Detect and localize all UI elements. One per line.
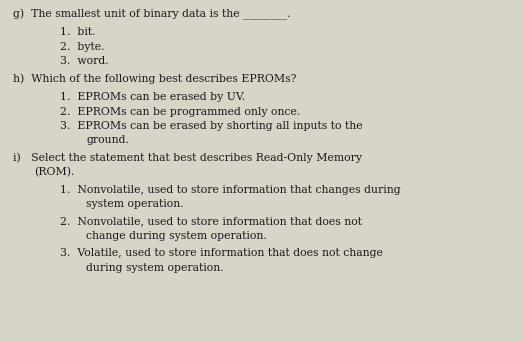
Text: (ROM).: (ROM). — [34, 167, 74, 177]
Text: 1.  Nonvolatile, used to store information that changes during: 1. Nonvolatile, used to store informatio… — [60, 185, 401, 195]
Text: change during system operation.: change during system operation. — [86, 231, 267, 241]
Text: 3.  Volatile, used to store information that does not change: 3. Volatile, used to store information t… — [60, 248, 383, 258]
Text: 2.  EPROMs can be programmed only once.: 2. EPROMs can be programmed only once. — [60, 107, 300, 117]
Text: i)   Select the statement that best describes Read-Only Memory: i) Select the statement that best descri… — [13, 153, 362, 163]
Text: 1.  EPROMs can be erased by UV.: 1. EPROMs can be erased by UV. — [60, 92, 246, 102]
Text: 3.  EPROMs can be erased by shorting all inputs to the: 3. EPROMs can be erased by shorting all … — [60, 121, 363, 131]
Text: g)  The smallest unit of binary data is the ________.: g) The smallest unit of binary data is t… — [13, 9, 291, 20]
Text: during system operation.: during system operation. — [86, 263, 224, 273]
Text: 1.  bit.: 1. bit. — [60, 27, 96, 37]
Text: h)  Which of the following best describes EPROMs?: h) Which of the following best describes… — [13, 74, 297, 84]
Text: 2.  Nonvolatile, used to store information that does not: 2. Nonvolatile, used to store informatio… — [60, 216, 362, 226]
Text: 2.  byte.: 2. byte. — [60, 42, 105, 52]
Text: 3.  word.: 3. word. — [60, 56, 109, 66]
Text: ground.: ground. — [86, 135, 129, 145]
Text: system operation.: system operation. — [86, 199, 184, 209]
